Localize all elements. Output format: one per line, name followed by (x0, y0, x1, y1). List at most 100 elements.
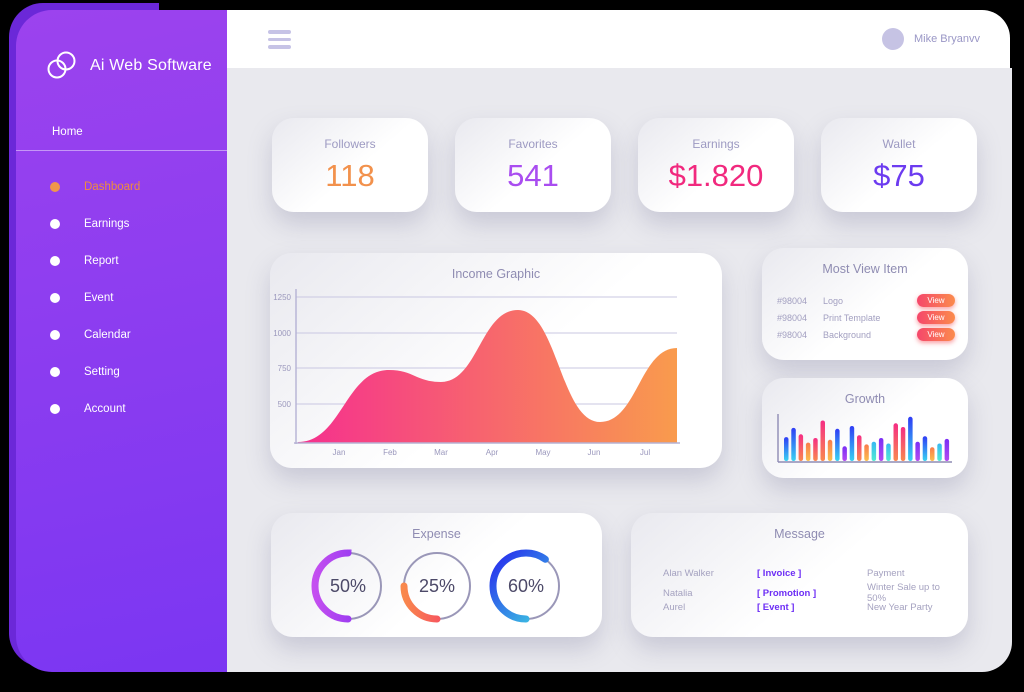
user-chip[interactable]: Mike Bryanvv (881, 28, 980, 50)
message-text: New Year Party (867, 602, 933, 613)
item-id: #98004 (777, 329, 808, 340)
svg-text:Apr: Apr (486, 448, 499, 457)
sidebar-item-label: Event (84, 291, 114, 304)
svg-text:Mar: Mar (434, 448, 448, 457)
message-row: Aurel [ Event ] New Year Party (663, 599, 954, 616)
sidebar-item-label: Account (84, 402, 126, 415)
donut-25-percent: 25% (400, 549, 473, 623)
avatar (881, 28, 904, 50)
stat-card-favorites: Favorites 541 (455, 118, 611, 212)
expense-donuts: 50% 25% 60% (271, 543, 602, 629)
sidebar-item-label: Earnings (84, 217, 130, 230)
bullet-dot-icon (50, 292, 60, 303)
svg-text:1250: 1250 (273, 293, 291, 302)
svg-text:May: May (535, 448, 550, 457)
svg-text:25%: 25% (418, 576, 454, 596)
sidebar-divider (16, 150, 227, 151)
stat-value: $1.820 (668, 158, 764, 193)
bullet-dot-icon (50, 255, 60, 266)
sidebar-item-setting[interactable]: Setting (16, 353, 227, 390)
stat-value: $75 (873, 158, 925, 193)
growth-bar-chart (762, 378, 968, 478)
most-view-row: #98004 Print Template View (777, 309, 955, 326)
svg-text:50%: 50% (329, 576, 365, 596)
content-area: Followers 118 Favorites 541 Earnings $1.820 Wa… (227, 68, 1012, 672)
message-tag-link[interactable]: [ Promotion ] (757, 587, 817, 599)
svg-text:Jan: Jan (333, 448, 346, 457)
sidebar-item-account[interactable]: Account (16, 390, 227, 427)
donut-50-percent: 50% (311, 549, 384, 623)
most-view-item-title: Most View Item (822, 262, 908, 276)
item-name: Print Template (823, 312, 881, 323)
message-tag-link[interactable]: [ Event ] (757, 602, 795, 613)
item-id: #98004 (777, 295, 808, 306)
income-graphic-title: Income Graphic (451, 267, 541, 281)
svg-text:1000: 1000 (273, 329, 291, 338)
logo-text: Ai Web Software (90, 57, 212, 74)
bullet-dot-icon (50, 181, 60, 192)
topbar: Mike Bryanvv (227, 10, 1010, 68)
stat-card-wallet: Wallet $75 (821, 118, 977, 212)
sidebar-item-report[interactable]: Report (16, 242, 227, 279)
stat-label: Followers (324, 137, 376, 151)
logo: Ai Web Software (44, 50, 212, 82)
most-view-item-list: #98004 Logo View #98004 Print Template View #9… (777, 292, 955, 343)
bullet-dot-icon (50, 218, 60, 229)
view-button[interactable]: View (917, 311, 955, 324)
bullet-dot-icon (50, 329, 60, 340)
svg-text:Jun: Jun (588, 448, 601, 457)
hamburger-menu-icon[interactable] (268, 30, 291, 49)
message-title: Message (774, 527, 825, 541)
sidebar-item-event[interactable]: Event (16, 279, 227, 316)
most-view-row: #98004 Background View (777, 326, 955, 343)
bullet-dot-icon (50, 403, 60, 414)
sidebar: Ai Web Software Home Dashboard Earnings Re… (16, 10, 227, 672)
sidebar-menu: Dashboard Earnings Report Event Calendar Sett… (16, 168, 227, 427)
income-graphic-card: Income Graphic 500 750 1000 1250 Jan Feb Mar Ap… (270, 253, 722, 468)
sidebar-item-label: Setting (84, 365, 120, 378)
message-row: Alan Walker [ Invoice ] Payment (663, 565, 954, 582)
view-button[interactable]: View (917, 328, 955, 341)
sidebar-item-label: Dashboard (84, 180, 141, 193)
expense-title: Expense (412, 527, 461, 541)
income-area-chart: 500 750 1000 1250 Jan Feb Mar Apr May Jun Jul (270, 253, 722, 468)
svg-text:750: 750 (278, 364, 292, 373)
user-name: Mike Bryanvv (913, 33, 980, 45)
message-sender: Natalia (663, 587, 693, 599)
sidebar-item-label: Report (84, 254, 119, 267)
svg-text:500: 500 (278, 400, 292, 409)
logo-rings-icon (47, 51, 76, 79)
item-name: Background (823, 329, 872, 340)
stat-value: 541 (507, 158, 559, 193)
message-list: Alan Walker [ Invoice ] Payment Natalia [ Pr… (663, 565, 954, 616)
message-tag-link[interactable]: [ Invoice ] (757, 568, 802, 579)
message-text: Winter Sale up to 50% (867, 582, 940, 604)
most-view-item-card: Most View Item #98004 Logo View #98004 Print… (762, 248, 968, 360)
sidebar-item-earnings[interactable]: Earnings (16, 205, 227, 242)
message-card: Message Alan Walker [ Invoice ] Payment Nat… (631, 513, 968, 637)
svg-text:Feb: Feb (383, 448, 397, 457)
growth-title: Growth (844, 392, 886, 406)
sidebar-item-calendar[interactable]: Calendar (16, 316, 227, 353)
svg-text:Jul: Jul (640, 448, 650, 457)
stat-card-followers: Followers 118 (272, 118, 428, 212)
item-name: Logo (823, 295, 844, 306)
bullet-dot-icon (50, 366, 60, 377)
sidebar-item-label: Calendar (84, 328, 131, 341)
stat-label: Wallet (882, 137, 916, 151)
sidebar-item-dashboard[interactable]: Dashboard (16, 168, 227, 205)
most-view-row: #98004 Logo View (777, 292, 955, 309)
message-row: Natalia [ Promotion ] Winter Sale up to 50… (663, 582, 954, 604)
stat-label: Favorites (508, 137, 558, 151)
view-button[interactable]: View (917, 294, 955, 307)
stat-value: 118 (325, 158, 375, 193)
sidebar-section-home[interactable]: Home (52, 126, 83, 138)
donut-60-percent: 60% (489, 549, 562, 623)
message-sender: Alan Walker (663, 568, 714, 579)
expense-card: Expense 50% 25% 60% (271, 513, 602, 637)
item-id: #98004 (777, 312, 808, 323)
stat-card-earnings: Earnings $1.820 (638, 118, 794, 212)
stat-label: Earnings (692, 137, 740, 151)
svg-text:60%: 60% (507, 576, 543, 596)
